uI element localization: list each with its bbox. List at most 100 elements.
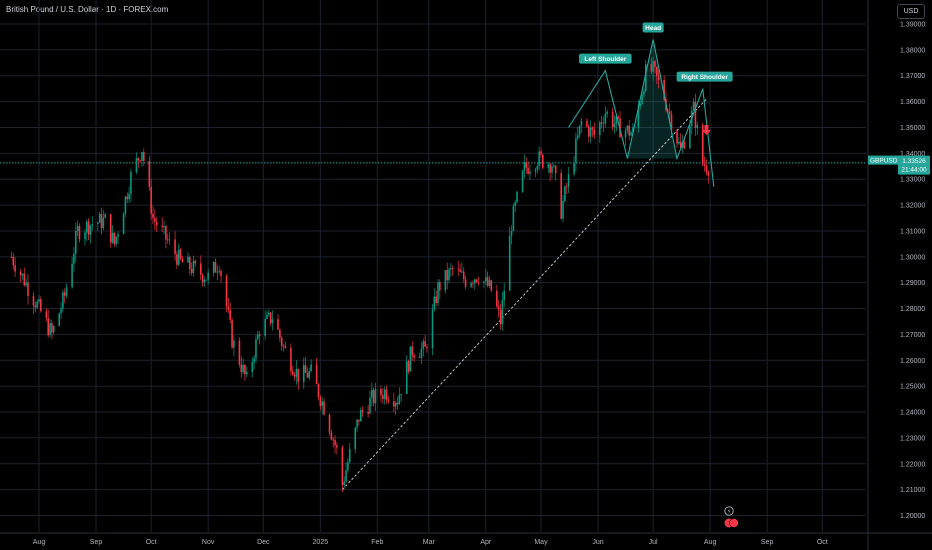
candle-body xyxy=(470,282,472,287)
candle-body xyxy=(617,116,619,119)
candle-body xyxy=(137,158,140,161)
candle-body xyxy=(361,410,364,413)
candle-body xyxy=(354,427,357,450)
candle-body xyxy=(542,154,544,168)
candle-body xyxy=(547,164,550,168)
candle-body xyxy=(573,162,575,175)
candle-body xyxy=(97,222,99,225)
candle-body xyxy=(689,125,691,149)
candle-body xyxy=(451,268,454,269)
candle-body xyxy=(87,221,90,235)
candle-body xyxy=(302,365,305,383)
candle-body xyxy=(523,162,526,171)
candle-body xyxy=(670,114,673,131)
candle-body xyxy=(462,271,465,280)
candle-body xyxy=(624,130,627,138)
candle-body xyxy=(168,239,171,241)
candle-body xyxy=(264,318,266,337)
candle-body xyxy=(266,314,268,319)
y-tick-label: 1.29000 xyxy=(900,280,925,287)
candle-body xyxy=(345,470,347,482)
candle-body xyxy=(529,171,531,174)
candle-body xyxy=(382,395,384,399)
candle-body xyxy=(205,279,208,281)
candle-body xyxy=(589,127,592,137)
candle-body xyxy=(437,282,439,304)
bearish-arrow xyxy=(701,125,711,136)
candle-body xyxy=(692,102,695,111)
candle-body xyxy=(516,191,518,203)
candle-body xyxy=(181,258,184,263)
x-tick-label: 2025 xyxy=(313,539,329,546)
candle-body xyxy=(407,361,410,372)
candle-body xyxy=(220,271,222,277)
chart-title: British Pound / U.S. Dollar · 1D · FOREX… xyxy=(6,5,169,14)
candle-body xyxy=(418,357,421,359)
candle-body xyxy=(128,193,130,200)
candle-body xyxy=(150,186,152,214)
candle-body xyxy=(652,61,654,72)
candle-body xyxy=(203,280,206,283)
candle-body xyxy=(308,371,311,378)
x-tick-label: Aug xyxy=(33,539,46,546)
candle-body xyxy=(356,419,358,428)
candle-body xyxy=(514,202,517,207)
candle-body xyxy=(233,340,235,348)
candle-body xyxy=(694,102,697,128)
candle-body xyxy=(512,206,515,232)
candle-body xyxy=(369,397,371,414)
head-and-shoulders-pattern[interactable] xyxy=(568,39,715,188)
x-tick-label: Jun xyxy=(592,539,603,546)
y-tick-label: 1.25000 xyxy=(900,384,925,391)
x-tick-label: Mar xyxy=(423,539,436,546)
candle-body xyxy=(135,158,138,172)
economic-event-icon[interactable] xyxy=(729,518,739,528)
candle-body xyxy=(52,325,55,333)
candle-body xyxy=(141,151,143,162)
candle-body xyxy=(473,279,476,284)
candle-body xyxy=(510,231,513,236)
candle-body xyxy=(23,273,26,286)
candle-body xyxy=(176,254,178,265)
candle-body xyxy=(372,390,375,404)
candle-body xyxy=(10,256,13,258)
candle-body xyxy=(117,234,119,237)
candle-body xyxy=(564,186,566,201)
annotation-box xyxy=(642,22,664,33)
candle-body xyxy=(426,346,428,349)
candle-body xyxy=(521,170,524,192)
candle-body xyxy=(676,130,678,144)
candle-body xyxy=(47,318,49,336)
currency-selector[interactable]: USD xyxy=(897,4,925,19)
candle-body xyxy=(587,126,590,137)
candle-body xyxy=(457,268,460,270)
candle-body xyxy=(643,90,645,95)
candle-body xyxy=(126,196,129,200)
candle-body xyxy=(450,268,452,270)
candle-body xyxy=(238,340,241,365)
candle-body xyxy=(212,261,215,273)
candle-body xyxy=(560,173,562,219)
candle-body xyxy=(591,127,594,130)
candle-body xyxy=(321,401,323,406)
candle-body xyxy=(657,75,660,81)
candle-body xyxy=(253,358,255,363)
candle-body xyxy=(332,439,334,441)
candle-body xyxy=(459,269,461,273)
y-tick-label: 1.27000 xyxy=(900,332,925,339)
candle-body xyxy=(113,232,116,244)
lightning-event-icon[interactable] xyxy=(724,506,734,516)
candle-body xyxy=(227,306,230,310)
candle-body xyxy=(25,282,27,286)
candle-body xyxy=(166,239,169,241)
candle-body xyxy=(257,334,259,340)
candle-body xyxy=(483,281,485,283)
candle-body xyxy=(188,256,191,269)
candle-body xyxy=(644,64,647,91)
event-markers xyxy=(724,506,739,528)
candle-body xyxy=(148,160,151,187)
countdown-timer: 21:44:00 xyxy=(901,167,927,174)
y-tick-label: 1.35000 xyxy=(900,125,925,132)
ascending-trendline[interactable] xyxy=(342,98,707,490)
